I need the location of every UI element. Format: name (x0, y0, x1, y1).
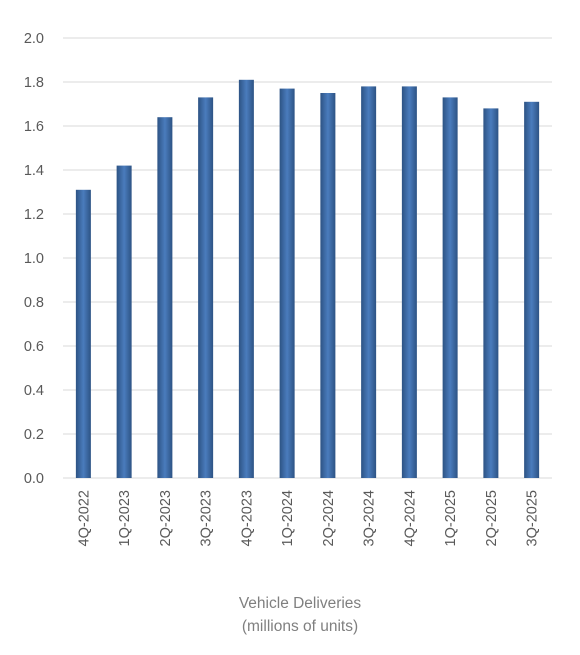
bar-1q-2023 (116, 165, 132, 478)
x-tick-label: 3Q-2024 (362, 490, 378, 546)
x-tick-label: 1Q-2025 (443, 490, 459, 546)
x-tick-label: 4Q-2024 (402, 490, 418, 546)
y-tick-label: 0.8 (24, 295, 44, 311)
x-axis-tick-labels: 4Q-2022 1Q-2023 2Q-2023 3Q-2023 4Q-2023 1Q-20… (76, 490, 540, 546)
bar-1q-2025 (442, 97, 458, 479)
y-tick-label: 2.0 (24, 31, 44, 47)
x-tick-label: 2Q-2023 (158, 490, 174, 546)
y-tick-label: 0.2 (24, 427, 44, 443)
y-tick-label: 1.2 (24, 207, 44, 223)
bar-3q-2024 (361, 86, 377, 479)
bar-1q-2024 (279, 88, 295, 478)
bars (75, 79, 540, 479)
y-tick-label: 0.6 (24, 339, 44, 355)
x-axis-title-line-2: (millions of units) (241, 618, 359, 635)
x-axis-title-line-1: Vehicle Deliveries (238, 595, 362, 612)
y-tick-label: 1.6 (24, 119, 44, 135)
bar-4q-2022 (75, 189, 91, 479)
bar-4q-2023 (238, 79, 254, 479)
gridlines (63, 37, 552, 479)
x-tick-label: 4Q-2022 (76, 490, 92, 546)
y-tick-label: 1.4 (24, 163, 44, 179)
x-axis-title: Vehicle Deliveries (millions of units) (130, 592, 470, 638)
x-tick-label: 1Q-2023 (117, 490, 133, 546)
y-tick-label: 0.0 (24, 471, 44, 487)
x-tick-label: 3Q-2025 (525, 490, 541, 546)
x-tick-label: 1Q-2024 (280, 490, 296, 546)
bar-3q-2025 (524, 101, 540, 479)
y-tick-label: 1.0 (24, 251, 44, 267)
x-tick-label: 2Q-2024 (321, 490, 337, 546)
x-tick-label: 3Q-2023 (199, 490, 215, 546)
bar-4q-2024 (401, 86, 417, 479)
bar-chart: 0.0 0.2 0.4 0.6 0.8 1.0 1.2 1.4 1.6 1.8 2.0 4Q-202… (24, 31, 552, 546)
y-tick-label: 1.8 (24, 75, 44, 91)
x-tick-label: 2Q-2025 (484, 490, 500, 546)
x-tick-label: 4Q-2023 (239, 490, 255, 546)
bar-2q-2025 (483, 108, 499, 479)
y-axis-tick-labels: 0.0 0.2 0.4 0.6 0.8 1.0 1.2 1.4 1.6 1.8 2.0 (24, 31, 44, 487)
bar-2q-2023 (157, 117, 173, 478)
bar-2q-2024 (320, 93, 336, 478)
y-tick-label: 0.4 (24, 383, 44, 399)
bar-3q-2023 (198, 97, 214, 479)
